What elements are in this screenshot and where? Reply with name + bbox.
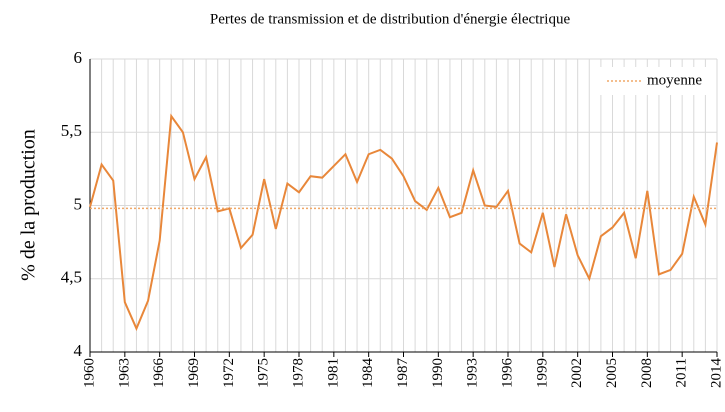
y-tick-label: 4,5 — [61, 268, 82, 287]
x-tick-label: 2011 — [674, 358, 690, 387]
x-tick-label: 2005 — [604, 358, 620, 388]
x-tick-label: 1993 — [465, 358, 481, 388]
x-tick-label: 1960 — [81, 358, 97, 388]
y-tick-label: 6 — [74, 48, 83, 67]
x-tick-label: 1966 — [151, 358, 167, 389]
x-tick-label: 2008 — [639, 358, 655, 388]
x-tick-label: 1975 — [256, 358, 272, 388]
y-axis-label: % de la production — [18, 129, 40, 281]
x-tick-label: 1978 — [290, 358, 306, 388]
legend-label: moyenne — [647, 72, 702, 88]
chart-title: Pertes de transmission et de distributio… — [210, 11, 571, 27]
x-tick-label: 1972 — [221, 358, 237, 388]
x-tick-label: 2002 — [569, 358, 585, 388]
x-tick-label: 1984 — [360, 358, 376, 389]
x-tick-label: 1999 — [534, 358, 550, 388]
x-tick-label: 1963 — [116, 358, 132, 388]
x-tick-label: 1981 — [325, 358, 341, 388]
y-tick-label: 5 — [74, 194, 83, 213]
x-tick-label: 1987 — [395, 358, 411, 389]
data-line — [89, 113, 718, 332]
x-tick-label: 1990 — [430, 358, 446, 388]
x-tick-label: 1996 — [499, 358, 515, 389]
y-tick-label: 4 — [74, 341, 83, 360]
x-tick-label: 1969 — [186, 358, 202, 388]
x-tick-label: 2014 — [708, 358, 724, 389]
y-tick-label: 5,5 — [61, 121, 82, 140]
